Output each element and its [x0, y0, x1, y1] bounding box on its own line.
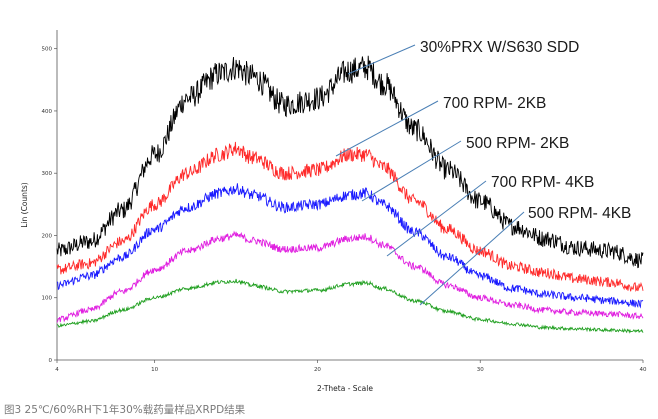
y-tick-label: 200 — [42, 233, 53, 239]
y-tick-label: 500 — [42, 47, 53, 53]
x-tick-label: 20 — [314, 367, 321, 373]
y-tick-label: 400 — [42, 109, 53, 115]
chart-axes: 0 100 200 300 400 500 4 10 20 30 40 — [42, 30, 647, 373]
series-annotation-label: 500 RPM- 2KB — [466, 135, 569, 152]
y-tick-label: 100 — [42, 296, 53, 302]
figure-caption: 图3 25℃/60%RH下1年30%载药量样品XRPD结果 — [4, 404, 246, 416]
annotation-leader-line — [335, 100, 439, 157]
annotation-leader-line — [386, 180, 487, 257]
x-tick-label: 10 — [151, 367, 158, 373]
annotations: 30%PRX W/S630 SDD 700 RPM- 2KB 500 RPM- 2K… — [335, 39, 631, 306]
series-annotation-label: 700 RPM- 4KB — [491, 174, 594, 191]
annotation-leader-line — [419, 211, 525, 306]
series-annotation-label: 500 RPM- 4KB — [528, 205, 631, 222]
series-line — [56, 278, 644, 334]
y-tick-label: 300 — [42, 171, 53, 177]
x-tick-label: 40 — [640, 367, 647, 373]
series-annotation-label: 700 RPM- 2KB — [443, 95, 546, 112]
xrpd-chart: 0 100 200 300 400 500 4 10 20 30 40 30%PRX W/S630 … — [20, 30, 647, 393]
series-line — [56, 230, 644, 323]
annotation-leader-line — [347, 44, 416, 75]
y-tick-label: 0 — [49, 358, 53, 364]
x-tick-label: 30 — [477, 367, 484, 373]
y-axis-title: Lin (Counts) — [20, 182, 29, 228]
annotation-leader-line — [361, 140, 462, 202]
series-group — [56, 55, 644, 334]
x-axis-title: 2-Theta - Scale — [317, 384, 373, 393]
series-line — [56, 183, 644, 309]
x-tick-label: 4 — [55, 367, 59, 373]
series-annotation-label: 30%PRX W/S630 SDD — [420, 39, 579, 56]
series-line — [56, 55, 644, 269]
